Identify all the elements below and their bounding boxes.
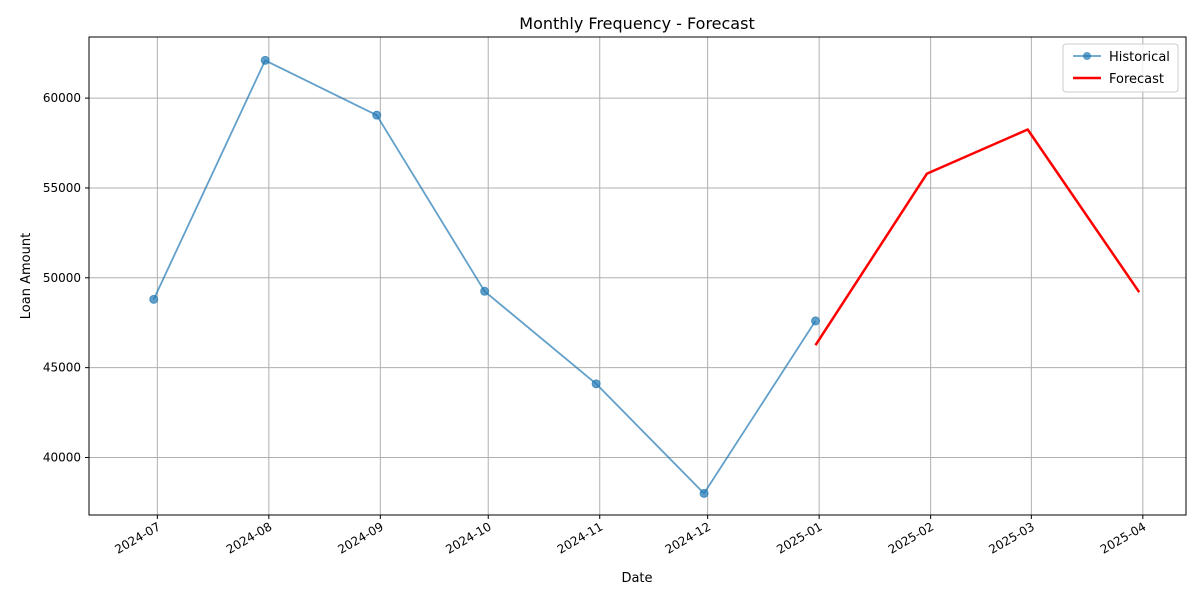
- forecast-series-line: [814, 128, 1141, 346]
- y-axis-label: Loan Amount: [19, 233, 34, 319]
- y-tick-label: 40000: [43, 450, 81, 464]
- legend-forecast-label: Forecast: [1109, 72, 1164, 87]
- series-layer: [149, 55, 1141, 498]
- y-tick-label: 45000: [43, 361, 81, 375]
- plot-frame: [88, 36, 1187, 516]
- legend-historical-label: Historical: [1109, 50, 1170, 65]
- historical-data-point: [372, 110, 382, 120]
- historical-data-point: [699, 488, 709, 498]
- legend: Historical Forecast: [1062, 43, 1179, 93]
- historical-data-point: [149, 294, 159, 304]
- plot-area: [89, 37, 1186, 515]
- historical-data-point: [480, 286, 490, 296]
- y-tick-label: 55000: [43, 181, 81, 195]
- y-tick-label: 60000: [43, 91, 81, 105]
- legend-historical-marker: [1083, 52, 1091, 60]
- chart-title: Monthly Frequency - Forecast: [519, 14, 754, 33]
- historical-data-point: [260, 55, 270, 65]
- y-axis-ticks: 40000 45000 50000 55000 60000: [43, 91, 89, 464]
- historical-data-point: [811, 316, 821, 326]
- y-tick-label: 50000: [43, 271, 81, 285]
- historical-data-point: [591, 379, 601, 389]
- x-axis-label: Date: [621, 571, 652, 586]
